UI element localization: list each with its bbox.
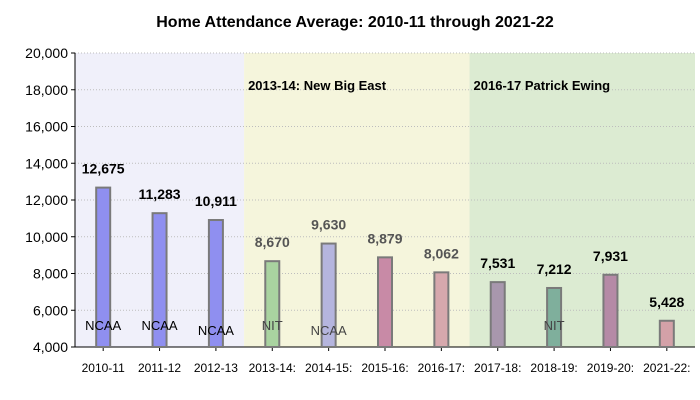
x-tick-label-5: 2015-16: xyxy=(361,361,408,375)
y-tick-label-7: 18,000 xyxy=(25,82,68,98)
y-tick-label-8: 20,000 xyxy=(25,45,68,61)
postseason-label-3: NIT xyxy=(262,318,283,333)
data-label-10: 5,428 xyxy=(649,294,684,310)
data-label-0: 12,675 xyxy=(82,161,125,177)
postseason-label-0: NCAA xyxy=(85,318,121,333)
data-label-8: 7,212 xyxy=(537,261,572,277)
bar-2017-18 xyxy=(489,281,506,349)
x-tick-label-2: 2012-13 xyxy=(194,361,238,375)
postseason-label-4: NCAA xyxy=(311,323,347,338)
y-tick-label-5: 14,000 xyxy=(25,155,68,171)
x-tick-label-9: 2019-20: xyxy=(587,361,634,375)
y-tick-label-6: 16,000 xyxy=(25,119,68,135)
postseason-label-1: NCAA xyxy=(141,318,177,333)
data-label-1: 11,283 xyxy=(139,186,181,202)
y-tick-label-1: 6,000 xyxy=(33,302,68,318)
era-band-1 xyxy=(244,53,470,347)
x-tick-label-1: 2011-12 xyxy=(138,361,181,375)
labels: 2013-14: New Big East 2016-17 Patrick Ewi… xyxy=(82,78,685,338)
bars xyxy=(95,186,675,349)
postseason-label-2: NCAA xyxy=(198,323,234,338)
x-tick-label-8: 2018-19: xyxy=(530,361,577,375)
era-label-1: 2013-14: New Big East xyxy=(248,78,387,93)
bar-2010-11 xyxy=(95,186,112,348)
bar-2011-12 xyxy=(151,212,168,348)
data-label-2: 10,911 xyxy=(195,193,237,209)
x-tick-label-10: 2021-22: xyxy=(643,361,690,375)
bar-2019-20 xyxy=(602,273,619,349)
axes: 4,000 6,000 8,000 10,000 12,000 14,000 16,000 1… xyxy=(25,45,695,375)
data-label-7: 7,531 xyxy=(480,255,515,271)
data-label-6: 8,062 xyxy=(424,245,459,261)
data-label-9: 7,931 xyxy=(593,248,628,264)
y-tick-label-0: 4,000 xyxy=(33,339,68,355)
bar-2014-15 xyxy=(320,242,337,348)
x-tick-label-0: 2010-11 xyxy=(82,361,125,375)
bar-2021-22 xyxy=(658,319,675,348)
y-tick-label-4: 12,000 xyxy=(25,192,68,208)
bar-2013-14 xyxy=(264,260,281,348)
data-label-4: 9,630 xyxy=(311,217,346,233)
bar-2012-13 xyxy=(207,219,224,348)
x-tick-label-4: 2014-15: xyxy=(305,361,352,375)
y-tick-label-2: 8,000 xyxy=(33,266,68,282)
data-label-5: 8,879 xyxy=(367,230,402,246)
era-label-2: 2016-17 Patrick Ewing xyxy=(474,78,611,93)
x-tick-label-6: 2016-17: xyxy=(418,361,465,375)
data-label-3: 8,670 xyxy=(255,234,290,250)
bar-2016-17 xyxy=(433,271,450,348)
postseason-label-8: NIT xyxy=(544,318,565,333)
chart-title: Home Attendance Average: 2010-11 through… xyxy=(156,14,554,31)
x-tick-label-3: 2013-14: xyxy=(249,361,296,375)
y-tick-label-3: 10,000 xyxy=(25,229,68,245)
x-tick-label-7: 2017-18: xyxy=(474,361,521,375)
bar-2018-19 xyxy=(546,286,563,348)
bar-2015-16 xyxy=(377,256,393,349)
